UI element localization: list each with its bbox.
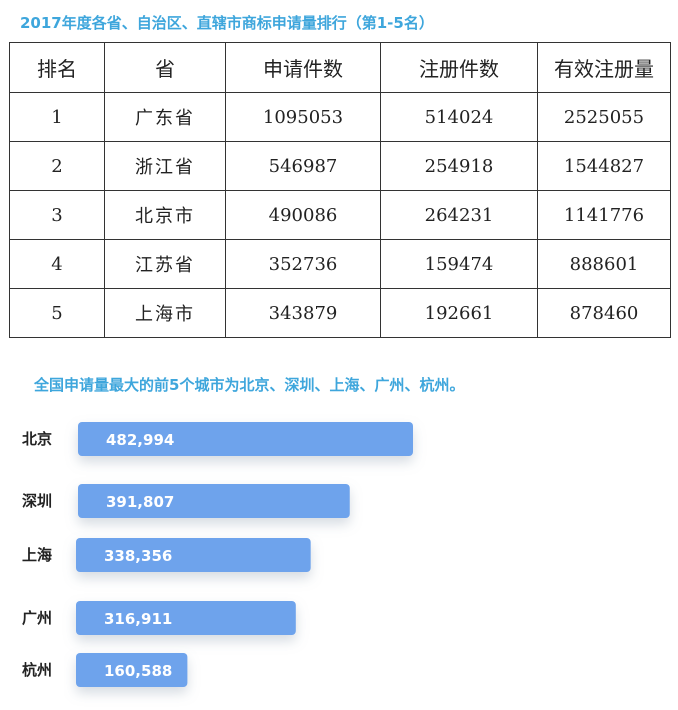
bar-value-label: 338,356 xyxy=(104,547,172,565)
table-row: 3 北京市 490086 264231 1141776 xyxy=(9,190,671,240)
bar-value-label: 391,807 xyxy=(106,493,174,511)
city-applications-bar-chart: 北京 482,994 深圳 391,807 上海 338,356 广州 316,911 杭州 16… xyxy=(22,422,413,687)
chart-title: 全国申请量最大的前5个城市为北京、深圳、上海、广州、杭州。 xyxy=(34,376,465,394)
city-label: 广州 xyxy=(22,609,52,627)
rank-cell: 5 xyxy=(9,288,105,338)
valid-cell: 1544827 xyxy=(537,141,671,191)
rank-cell: 1 xyxy=(9,92,105,142)
province-ranking-table: 排名 省 申请件数 注册件数 有效注册量 1 广东省 1095053 51402… xyxy=(9,42,671,338)
rank-cell: 2 xyxy=(9,141,105,191)
applications-cell: 546987 xyxy=(225,141,381,191)
bar xyxy=(76,601,296,635)
bar xyxy=(78,484,350,518)
city-label: 杭州 xyxy=(22,661,52,679)
applications-cell: 352736 xyxy=(225,239,381,289)
header-valid-registrations: 有效注册量 xyxy=(537,42,671,93)
applications-cell: 1095053 xyxy=(225,92,381,142)
valid-cell: 888601 xyxy=(537,239,671,289)
bar-value-label: 160,588 xyxy=(104,662,172,680)
rank-cell: 3 xyxy=(9,190,105,240)
bar-value-label: 482,994 xyxy=(106,431,174,449)
table-row: 4 江苏省 352736 159474 888601 xyxy=(9,239,671,289)
city-label: 上海 xyxy=(22,546,52,564)
table-row: 1 广东省 1095053 514024 2525055 xyxy=(9,92,671,142)
registrations-cell: 192661 xyxy=(380,288,538,338)
header-rank: 排名 xyxy=(9,42,105,93)
registrations-cell: 159474 xyxy=(380,239,538,289)
header-applications: 申请件数 xyxy=(225,42,381,93)
valid-cell: 878460 xyxy=(537,288,671,338)
header-province: 省 xyxy=(104,42,226,93)
province-cell: 浙江省 xyxy=(104,141,226,191)
table-row: 5 上海市 343879 192661 878460 xyxy=(9,288,671,338)
table-header-row: 排名 省 申请件数 注册件数 有效注册量 xyxy=(9,42,671,93)
province-cell: 广东省 xyxy=(104,92,226,142)
province-cell: 北京市 xyxy=(104,190,226,240)
city-label: 北京 xyxy=(22,430,52,448)
province-cell: 上海市 xyxy=(104,288,226,338)
bar xyxy=(78,422,413,456)
applications-cell: 490086 xyxy=(225,190,381,240)
table-title: 2017年度各省、自治区、直辖市商标申请量排行（第1-5名） xyxy=(20,14,434,32)
city-label: 深圳 xyxy=(22,492,52,510)
bar-value-label: 316,911 xyxy=(104,610,172,628)
valid-cell: 1141776 xyxy=(537,190,671,240)
header-registrations: 注册件数 xyxy=(380,42,538,93)
registrations-cell: 264231 xyxy=(380,190,538,240)
province-cell: 江苏省 xyxy=(104,239,226,289)
applications-cell: 343879 xyxy=(225,288,381,338)
valid-cell: 2525055 xyxy=(537,92,671,142)
bar xyxy=(76,538,311,572)
registrations-cell: 254918 xyxy=(380,141,538,191)
bar xyxy=(76,653,188,687)
rank-cell: 4 xyxy=(9,239,105,289)
table-row: 2 浙江省 546987 254918 1544827 xyxy=(9,141,671,191)
registrations-cell: 514024 xyxy=(380,92,538,142)
